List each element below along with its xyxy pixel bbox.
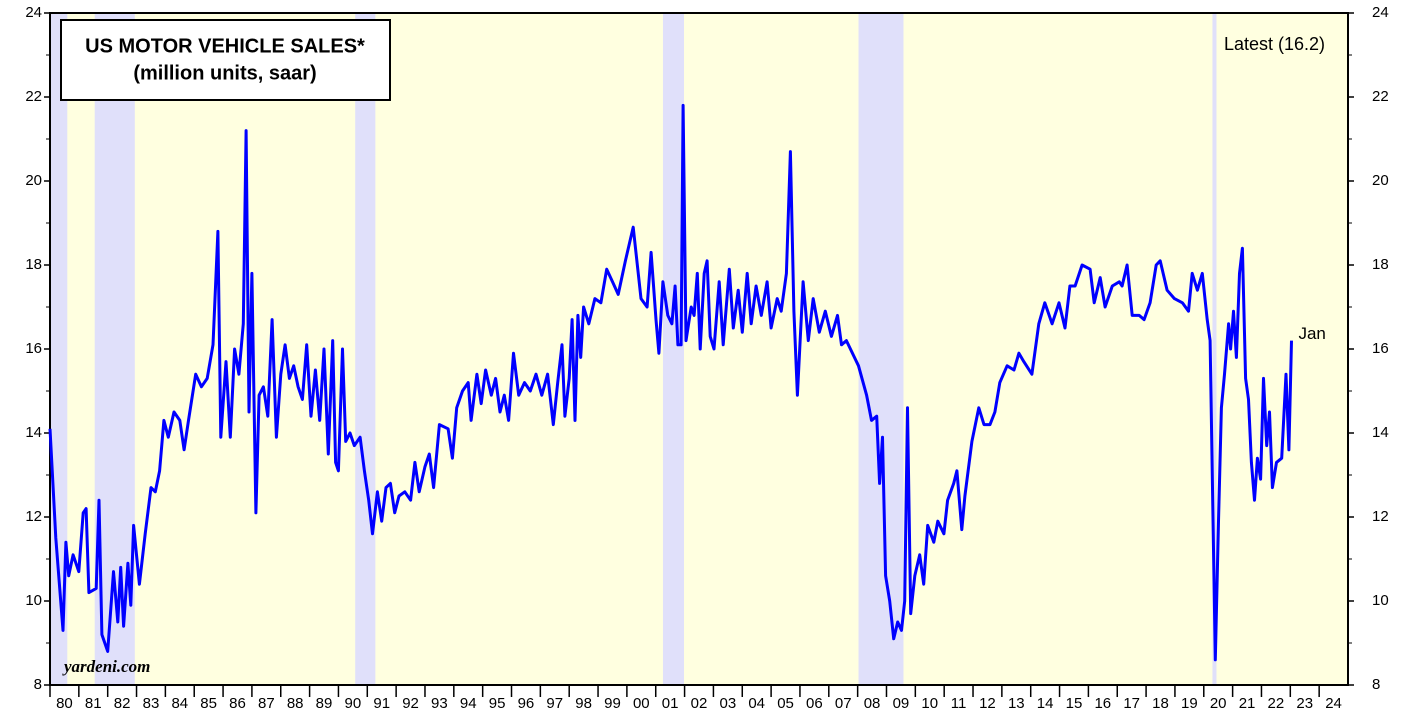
source-label: yardeni.com: [62, 657, 150, 676]
title-box: [60, 19, 391, 101]
x-tick-label: 81: [85, 695, 102, 712]
x-tick-label: 91: [373, 695, 390, 712]
x-tick-label: 94: [460, 695, 477, 712]
y2-tick-label: 22: [1372, 88, 1389, 105]
x-tick-label: 80: [56, 695, 73, 712]
recession-band: [355, 13, 376, 685]
x-tick-label: 12: [979, 695, 996, 712]
x-tick-label: 08: [864, 695, 881, 712]
chart-title: US MOTOR VEHICLE SALES*: [85, 35, 365, 57]
y-tick-label: 10: [25, 592, 42, 609]
y-tick-label: 12: [25, 508, 42, 525]
y2-tick-label: 12: [1372, 508, 1389, 525]
x-tick-label: 83: [143, 695, 160, 712]
x-tick-label: 93: [431, 695, 448, 712]
x-tick-label: 19: [1181, 695, 1198, 712]
x-tick-label: 86: [229, 695, 246, 712]
y2-tick-label: 14: [1372, 424, 1389, 441]
x-tick-label: 99: [604, 695, 621, 712]
x-tick-label: 16: [1094, 695, 1111, 712]
x-tick-label: 11: [951, 695, 967, 712]
y2-tick-label: 24: [1372, 4, 1389, 21]
x-tick-label: 01: [662, 695, 679, 712]
x-tick-label: 20: [1210, 695, 1227, 712]
x-tick-label: 84: [171, 695, 188, 712]
x-tick-label: 03: [720, 695, 737, 712]
x-tick-label: 98: [575, 695, 592, 712]
data-line: [48, 103, 1293, 662]
x-tick-label: 18: [1152, 695, 1169, 712]
x-tick-label: 96: [518, 695, 535, 712]
x-tick-label: 15: [1066, 695, 1083, 712]
x-tick-label: 92: [402, 695, 419, 712]
x-tick-label: 23: [1296, 695, 1313, 712]
y-tick-label: 24: [25, 4, 42, 21]
x-tick-label: 13: [1008, 695, 1025, 712]
x-tick-label: 90: [345, 695, 362, 712]
plot-frame: [49, 12, 1349, 686]
x-tick-label: 04: [748, 695, 765, 712]
x-tick-label: 97: [546, 695, 563, 712]
x-tick-label: 22: [1268, 695, 1285, 712]
y2-tick-label: 18: [1372, 256, 1389, 273]
x-tick-label: 17: [1123, 695, 1140, 712]
recession-band: [662, 13, 685, 685]
x-tick-label: 89: [316, 695, 333, 712]
y2-tick-label: 16: [1372, 340, 1389, 357]
x-tick-label: 24: [1325, 695, 1342, 712]
x-tick-label: 05: [777, 695, 794, 712]
chart-subtitle: (million units, saar): [133, 62, 316, 84]
y-tick-label: 18: [25, 256, 42, 273]
x-tick-label: 95: [489, 695, 506, 712]
x-tick-label: 82: [114, 695, 131, 712]
x-tick-label: 10: [921, 695, 938, 712]
recession-band: [858, 13, 904, 685]
x-tick-label: 14: [1037, 695, 1054, 712]
x-tick-label: 87: [258, 695, 275, 712]
y2-tick-label: 8: [1372, 676, 1380, 693]
recession-band: [1212, 13, 1217, 685]
x-tick-label: 88: [287, 695, 304, 712]
end-label: Jan: [1298, 324, 1325, 343]
latest-label: Latest (16.2): [1224, 34, 1325, 54]
y2-tick-label: 20: [1372, 172, 1389, 189]
x-tick-label: 85: [200, 695, 217, 712]
x-tick-label: 21: [1239, 695, 1256, 712]
x-tick-label: 00: [633, 695, 650, 712]
x-tick-label: 07: [835, 695, 852, 712]
y-tick-label: 8: [34, 676, 42, 693]
x-tick-label: 06: [806, 695, 823, 712]
y-tick-label: 20: [25, 172, 42, 189]
y-tick-label: 14: [25, 424, 42, 441]
plot-background-group: [50, 13, 1348, 685]
y-tick-label: 16: [25, 340, 42, 357]
y-tick-label: 22: [25, 88, 42, 105]
x-tick-label: 02: [691, 695, 708, 712]
y2-tick-label: 10: [1372, 592, 1389, 609]
x-tick-label: 09: [893, 695, 910, 712]
